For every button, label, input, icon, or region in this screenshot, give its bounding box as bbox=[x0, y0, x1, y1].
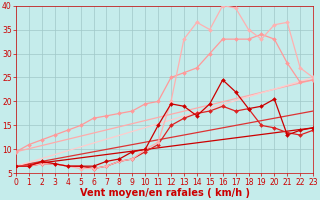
X-axis label: Vent moyen/en rafales ( km/h ): Vent moyen/en rafales ( km/h ) bbox=[80, 188, 250, 198]
